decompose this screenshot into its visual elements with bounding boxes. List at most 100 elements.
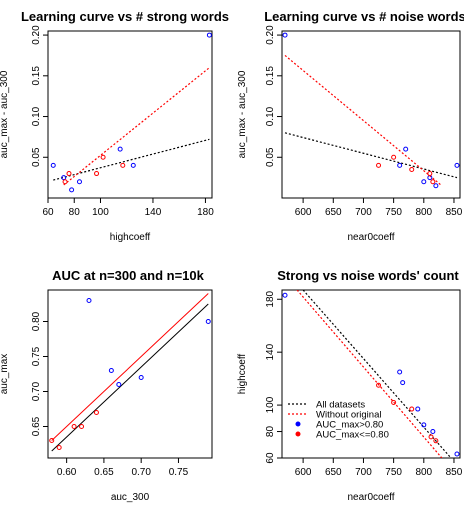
fit-line-all-datasets (53, 138, 210, 181)
x-tick-label: 0.75 (169, 467, 189, 478)
data-point-red (56, 445, 62, 450)
data-point-red (79, 424, 85, 429)
y-tick-label: 0.05 (31, 147, 42, 167)
chart-panel-1: Learning curve vs # strong words 60 80 100 1… (0, 9, 229, 243)
data-point-red (427, 171, 433, 177)
data-point-blue (454, 162, 460, 168)
data-point-red (430, 179, 436, 185)
data-point-red (94, 171, 100, 177)
data-point-blue (397, 162, 403, 168)
data-point-blue (421, 179, 427, 185)
x-axis-label: highcoeff (110, 232, 151, 243)
y-tick-label: 80 (265, 426, 276, 438)
x-tick-label: 850 (446, 467, 463, 478)
y-tick-label: 0.10 (265, 106, 276, 126)
data-point-blue (130, 162, 136, 168)
data-point-blue (116, 382, 122, 387)
data-point-red (376, 162, 382, 168)
legend-point-swatch (295, 421, 301, 427)
fit-line-all-datasets (51, 303, 209, 452)
chart-panel-2: Learning curve vs # noise words 600 650 700… (237, 9, 464, 243)
x-tick-label: 0.60 (57, 467, 77, 478)
y-axis-label: auc_max - auc_300 (0, 70, 10, 158)
legend-label: All datasets (316, 400, 365, 411)
fit-line-without-original (51, 293, 209, 441)
x-tick-label: 180 (197, 207, 214, 218)
data-point-blue (69, 187, 75, 193)
x-tick-label: 600 (295, 467, 312, 478)
data-point-red (391, 399, 397, 405)
data-point-blue (400, 380, 406, 386)
data-point-blue (76, 179, 82, 185)
x-tick-label: 80 (69, 207, 81, 218)
data-point-red (120, 162, 126, 168)
data-point-red (93, 410, 99, 415)
x-tick-label: 600 (295, 207, 312, 218)
data-point-blue (415, 406, 421, 412)
data-point-blue (206, 32, 212, 38)
fit-line-without-original (63, 67, 210, 186)
data-point-red (100, 154, 106, 160)
y-tick-label: 0.15 (265, 66, 276, 86)
x-tick-label: 60 (42, 207, 54, 218)
chart-title: Learning curve vs # strong words (21, 9, 229, 24)
data-point-blue (86, 298, 92, 303)
x-tick-label: 800 (415, 207, 432, 218)
data-point-blue (138, 375, 144, 380)
fit-line-without-original (296, 290, 443, 458)
x-axis-label: near0coeff (347, 232, 394, 243)
data-point-blue (430, 429, 436, 435)
data-point-blue (205, 319, 211, 324)
data-point-blue (108, 368, 114, 373)
y-tick-label: 0.70 (31, 381, 42, 401)
chart-panel-3: AUC at n=300 and n=10k 0.60 0.65 0.70 0.75 0.… (0, 268, 213, 503)
x-tick-label: 100 (92, 207, 109, 218)
data-point-blue (454, 451, 460, 457)
y-tick-label: 0.20 (265, 25, 276, 45)
y-tick-label: 0.10 (31, 106, 42, 126)
y-tick-label: 0.05 (265, 147, 276, 167)
data-point-red (391, 154, 397, 160)
x-tick-label: 850 (446, 207, 463, 218)
y-axis-label: auc_max - auc_300 (237, 70, 248, 158)
chart-title: AUC at n=300 and n=10k (52, 268, 204, 283)
fit-line-all-datasets (302, 290, 452, 458)
x-tick-label: 0.65 (94, 467, 114, 478)
fit-line-without-original (284, 54, 443, 187)
y-axis-label: highcoeff (237, 354, 248, 395)
plot-frame (47, 30, 213, 199)
data-point-blue (421, 422, 427, 428)
data-point-red (71, 424, 77, 429)
x-tick-label: 140 (145, 207, 162, 218)
x-tick-label: 650 (325, 207, 342, 218)
y-axis-label: auc_max (0, 354, 10, 395)
fit-line-all-datasets (284, 132, 458, 179)
legend-label: AUC_max<=0.80 (316, 430, 389, 441)
y-tick-label: 0.20 (31, 25, 42, 45)
x-axis-label: auc_300 (111, 492, 150, 503)
x-tick-label: 750 (385, 467, 402, 478)
y-tick-label: 60 (265, 452, 276, 464)
data-point-red (62, 179, 68, 185)
data-point-blue (433, 183, 439, 189)
data-point-red (433, 438, 439, 444)
y-tick-label: 140 (265, 343, 276, 360)
y-tick-label: 0.15 (31, 66, 42, 86)
x-tick-label: 750 (385, 207, 402, 218)
data-point-blue (50, 162, 56, 168)
data-point-blue (403, 146, 409, 152)
chart-title: Learning curve vs # noise words (264, 9, 464, 24)
data-point-blue (282, 292, 288, 298)
data-point-red (376, 382, 382, 388)
y-tick-label: 0.75 (31, 346, 42, 366)
chart-title: Strong vs noise words' count (277, 268, 459, 283)
legend-point-swatch (295, 431, 301, 437)
data-point-blue (397, 369, 403, 375)
plot-frame (281, 289, 461, 459)
legend-label: Without original (316, 410, 381, 421)
legend-label: AUC_max>0.80 (316, 420, 383, 431)
data-point-red (409, 406, 415, 412)
y-tick-label: 100 (265, 396, 276, 413)
